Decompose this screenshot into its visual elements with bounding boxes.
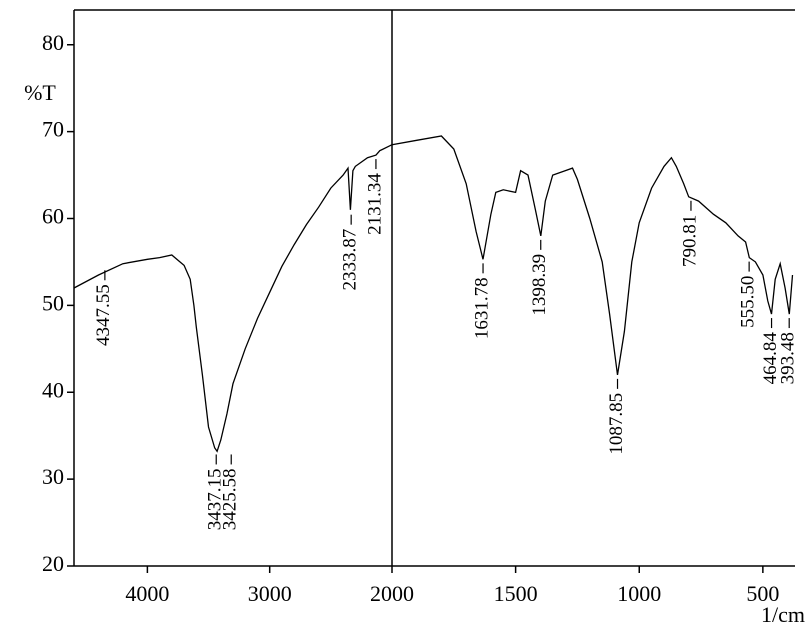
x-tick-label: 2000 [370, 581, 414, 606]
x-axis-label: 1/cm [761, 602, 805, 627]
x-tick-label: 3000 [248, 581, 292, 606]
x-tick-label: 1500 [494, 581, 538, 606]
y-tick-label: 50 [42, 290, 64, 315]
x-tick-label: 4000 [125, 581, 169, 606]
y-tick-label: 20 [42, 551, 64, 576]
peak-label: 393.48 [778, 332, 799, 384]
peak-label: 2333.87 [340, 229, 361, 291]
y-tick-label: 80 [42, 30, 64, 55]
y-axis-label: %T [24, 80, 56, 105]
peak-label: 555.50 [737, 276, 758, 328]
peak-label: 464.84 [760, 332, 781, 385]
peak-label: 2131.34 [364, 173, 385, 235]
y-tick-label: 30 [42, 464, 64, 489]
peak-label: 3437.15 [205, 468, 226, 530]
peak-label: 1398.39 [529, 254, 550, 316]
x-tick-label: 500 [746, 581, 779, 606]
peak-label: 790.81 [679, 215, 700, 267]
peak-label: 1631.78 [471, 277, 492, 339]
spectrum-line [73, 135, 794, 453]
y-tick-label: 60 [42, 204, 64, 229]
peak-label: 4347.55 [93, 284, 114, 346]
peak-label: 3425.58 [220, 468, 241, 530]
x-tick-label: 1000 [617, 581, 661, 606]
peak-label: 1087.85 [606, 393, 627, 455]
y-tick-label: 70 [42, 117, 64, 142]
y-tick-label: 40 [42, 377, 64, 402]
